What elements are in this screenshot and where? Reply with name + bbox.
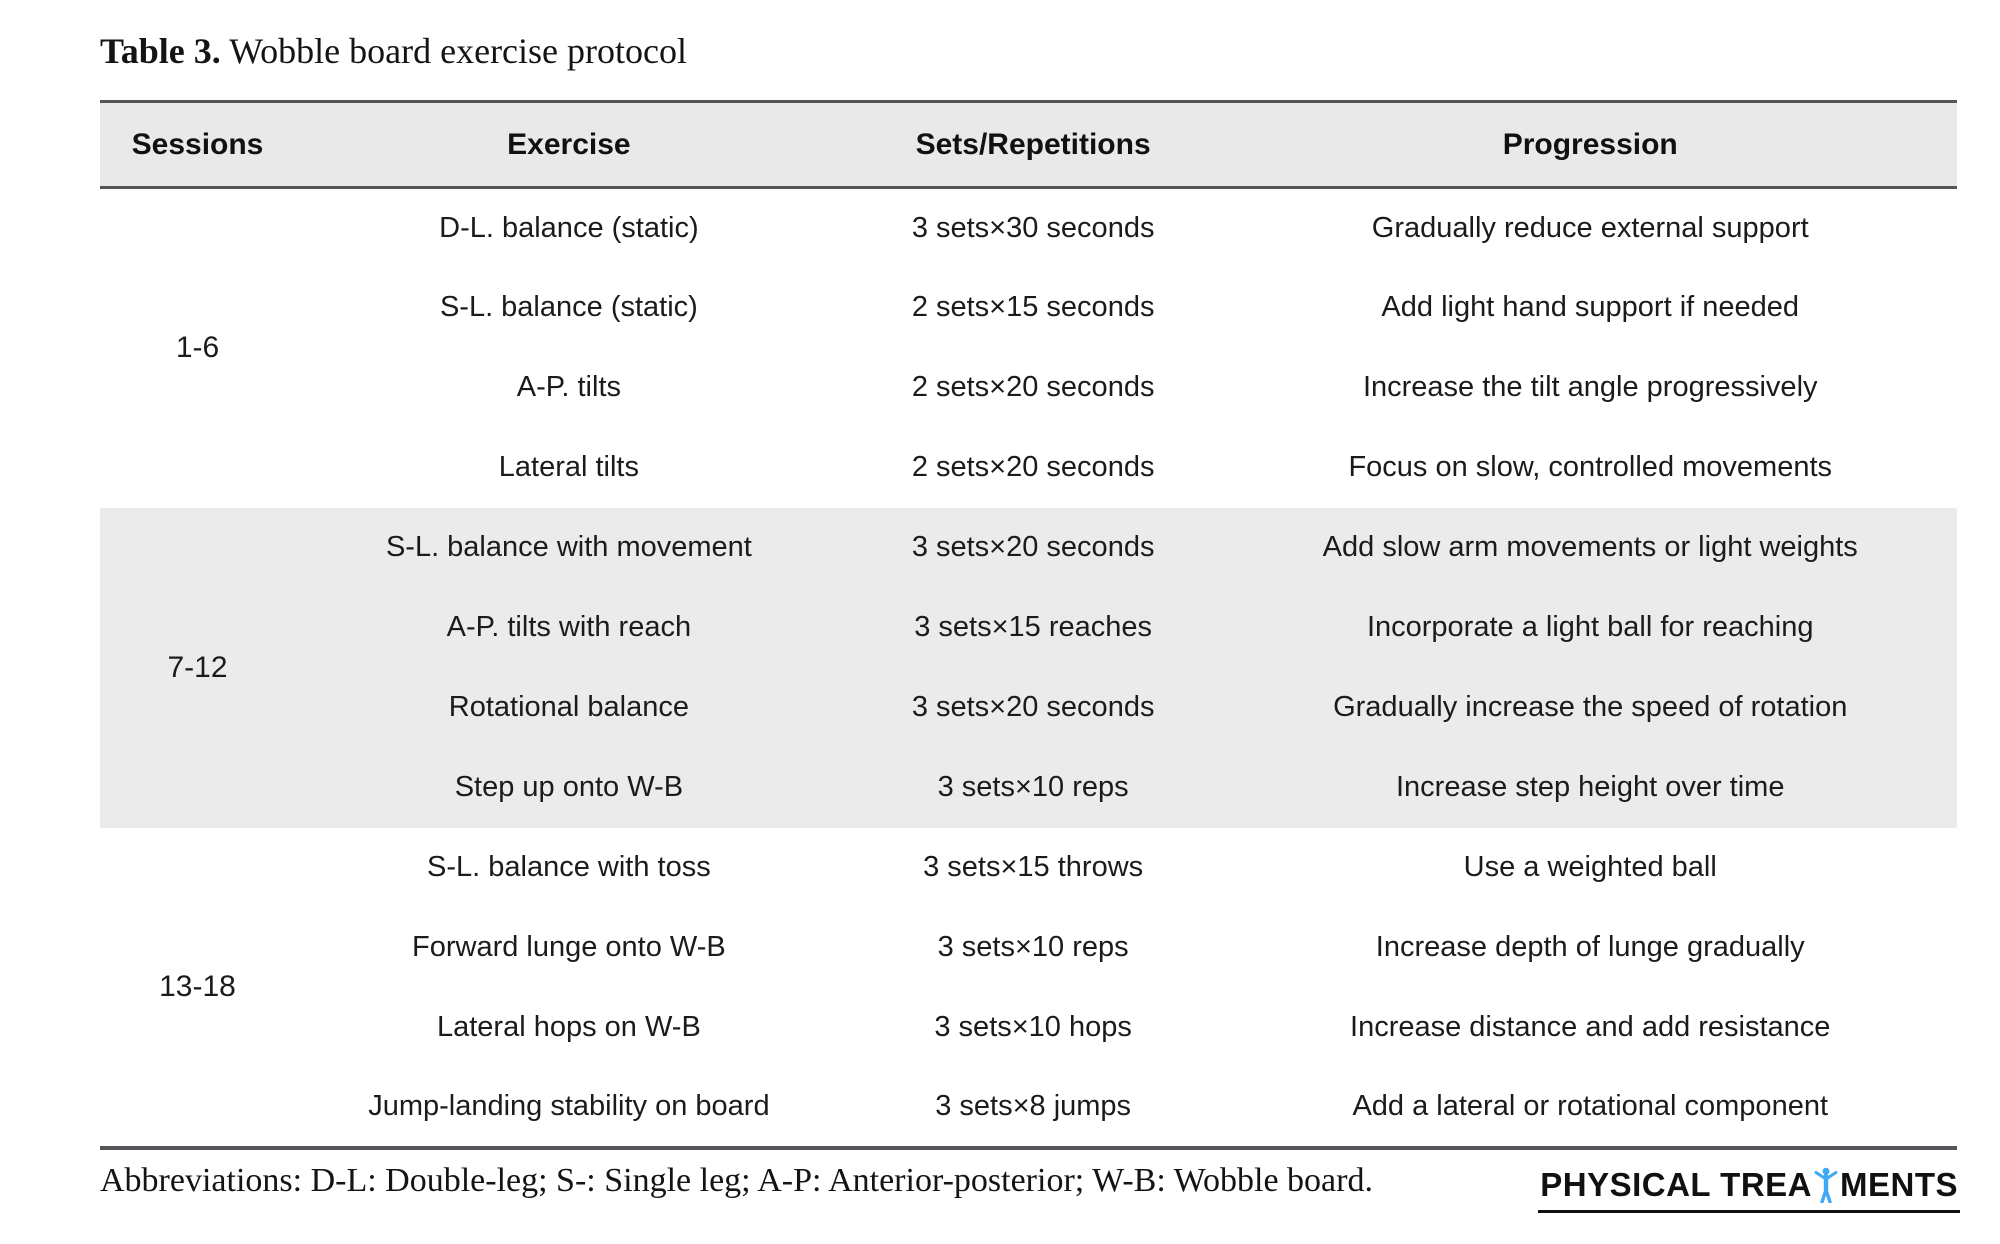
abbreviations-note: Abbreviations: D-L: Double-leg; S-: Sing… xyxy=(100,1162,1373,1199)
progression-cell: Gradually reduce external support xyxy=(1371,211,1809,244)
table-row: Lateral hops on W-B 3 sets×10 hops Incre… xyxy=(100,988,1957,1068)
progression-cell: Add light hand support if needed xyxy=(1381,291,1800,323)
exercise-cell: Step up onto W-B xyxy=(454,771,684,803)
sets-cell: 2 sets×20 seconds xyxy=(911,371,1155,403)
table-row: 13-18 S-L. balance with toss 3 sets×15 t… xyxy=(100,828,1957,1003)
table-caption: Table 3. Wobble board exercise protocol xyxy=(100,30,687,72)
exercise-cell: S-L. balance (static) xyxy=(439,291,698,323)
progression-cell: Increase depth of lunge gradually xyxy=(1375,931,1805,963)
table-caption-number: Table 3. xyxy=(100,31,221,71)
exercise-cell: D-L. balance (static) xyxy=(439,211,699,244)
sets-cell: 3 sets×10 reps xyxy=(937,771,1129,803)
exercise-cell: S-L. balance with toss xyxy=(427,851,711,883)
journal-logo-text-left: PHYSICAL TREA xyxy=(1540,1166,1812,1203)
progression-cell: Incorporate a light ball for reaching xyxy=(1366,611,1814,643)
journal-logo-text-right: MENTS xyxy=(1840,1166,1958,1203)
exercise-cell: Rotational balance xyxy=(448,691,689,723)
sets-cell: 3 sets×20 seconds xyxy=(911,691,1155,723)
table-row: S-L. balance (static) 2 sets×15 seconds … xyxy=(100,268,1957,348)
sets-cell: 2 sets×20 seconds xyxy=(911,451,1155,483)
exercise-cell: Lateral hops on W-B xyxy=(436,1011,701,1043)
session-group-label: 1-6 xyxy=(175,331,220,365)
session-group-label: 13-18 xyxy=(159,969,236,1003)
sets-cell: 3 sets×10 reps xyxy=(937,931,1129,963)
session-group-label: 7-12 xyxy=(167,650,228,684)
progression-cell: Add a lateral or rotational component xyxy=(1352,1090,1829,1122)
sets-cell: 3 sets×15 throws xyxy=(923,851,1144,883)
person-icon xyxy=(1814,1167,1838,1203)
sets-cell: 3 sets×20 seconds xyxy=(911,531,1155,563)
column-header-progression: Progression xyxy=(1502,127,1678,161)
exercise-protocol-table: Sessions Exercise Sets/Repetitions Progr… xyxy=(100,100,1957,1150)
table-caption-text: Wobble board exercise protocol xyxy=(220,31,687,71)
table-row: 7-12 S-L. balance with movement 3 sets×2… xyxy=(100,507,1957,684)
progression-cell: Increase distance and add resistance xyxy=(1350,1011,1831,1043)
table-row: Forward lunge onto W-B 3 sets×10 reps In… xyxy=(100,908,1957,988)
sets-cell: 3 sets×10 hops xyxy=(934,1011,1132,1043)
exercise-cell: Jump-landing stability on board xyxy=(368,1090,770,1122)
table-row: A-P. tilts 2 sets×20 seconds Increase th… xyxy=(100,348,1957,428)
progression-cell: Add slow arm movements or light weights xyxy=(1322,531,1858,563)
table-row: Lateral tilts 2 sets×20 seconds Focus on… xyxy=(100,428,1957,508)
header-row: Sessions Exercise Sets/Repetitions Progr… xyxy=(100,101,1957,188)
progression-cell: Increase the tilt angle progressively xyxy=(1362,371,1818,403)
column-header-sets-repetitions: Sets/Repetitions xyxy=(915,127,1151,161)
sets-cell: 3 sets×30 seconds xyxy=(911,211,1155,244)
progression-cell: Gradually increase the speed of rotation xyxy=(1333,691,1848,723)
sets-cell: 2 sets×15 seconds xyxy=(911,291,1155,323)
progression-cell: Focus on slow, controlled movements xyxy=(1348,451,1833,483)
table-row: Step up onto W-B 3 sets×10 reps Increase… xyxy=(100,747,1957,828)
table-row: Jump-landing stability on board 3 sets×8… xyxy=(100,1068,1957,1148)
column-header-exercise: Exercise xyxy=(507,127,631,161)
sets-cell: 3 sets×8 jumps xyxy=(935,1090,1132,1122)
table-row: Rotational balance 3 sets×20 seconds Gra… xyxy=(100,667,1957,748)
exercise-cell: S-L. balance with movement xyxy=(385,531,752,563)
journal-logo: PHYSICAL TREA MENTS xyxy=(1538,1166,1960,1213)
exercise-cell: Forward lunge onto W-B xyxy=(412,931,726,963)
table-row: A-P. tilts with reach 3 sets×15 reaches … xyxy=(100,587,1957,668)
sets-cell: 3 sets×15 reaches xyxy=(914,611,1153,643)
progression-cell: Increase step height over time xyxy=(1395,771,1785,803)
exercise-cell: A-P. tilts with reach xyxy=(446,611,692,643)
exercise-cell: A-P. tilts xyxy=(516,371,621,403)
column-header-sessions: Sessions xyxy=(131,127,264,161)
progression-cell: Use a weighted ball xyxy=(1463,851,1717,883)
table-row: 1-6 D-L. balance (static) 3 sets×30 seco… xyxy=(100,188,1957,365)
exercise-cell: Lateral tilts xyxy=(498,451,639,483)
